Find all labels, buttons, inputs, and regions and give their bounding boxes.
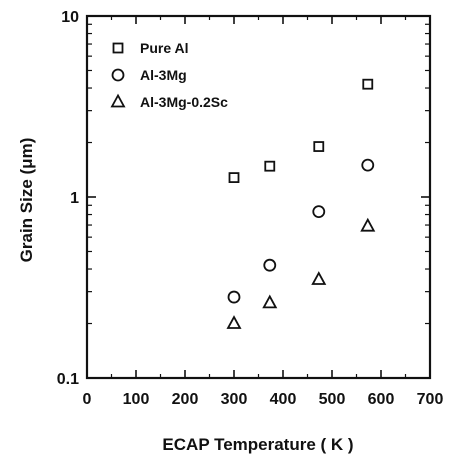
data-point-square — [362, 78, 374, 90]
data-point-square — [228, 172, 240, 183]
x-tick-label: 400 — [270, 391, 297, 408]
data-point-square — [264, 160, 276, 172]
plot-area: 0 100 200 300 400 500 600 700 0.1 1 10 Pure Al Al-3M… — [57, 9, 444, 408]
data-point-circle — [361, 158, 375, 172]
x-tick-label: 0 — [83, 391, 92, 408]
legend-label: Al-3Mg — [140, 67, 187, 83]
data-point-circle — [263, 258, 277, 272]
y-tick-label: 0.1 — [57, 371, 79, 388]
x-tick-label: 300 — [221, 391, 248, 408]
y-axis-title: Grain Size (μm) — [17, 138, 36, 263]
legend-label: Al-3Mg-0.2Sc — [140, 94, 228, 110]
legend-marker-circle — [111, 68, 125, 82]
x-tick-label: 500 — [319, 391, 346, 408]
x-axis-title: ECAP Temperature ( K ) — [162, 435, 353, 454]
data-point-triangle — [360, 217, 376, 232]
data-point-circle — [227, 290, 241, 304]
x-tick-label: 600 — [368, 391, 395, 408]
legend-label: Pure Al — [140, 40, 189, 56]
y-tick-label: 10 — [61, 9, 79, 26]
data-point-square — [313, 141, 325, 152]
data-point-triangle — [262, 294, 278, 309]
x-tick-label: 100 — [123, 391, 150, 408]
legend-marker-triangle — [110, 93, 126, 108]
data-point-triangle — [226, 315, 242, 329]
data-point-triangle — [311, 271, 327, 285]
y-tick-label: 1 — [70, 190, 79, 207]
x-tick-label: 700 — [417, 391, 444, 408]
legend-marker-square — [112, 42, 124, 54]
plot-frame — [85, 14, 432, 380]
data-point-circle — [312, 205, 326, 219]
x-tick-label: 200 — [172, 391, 199, 408]
